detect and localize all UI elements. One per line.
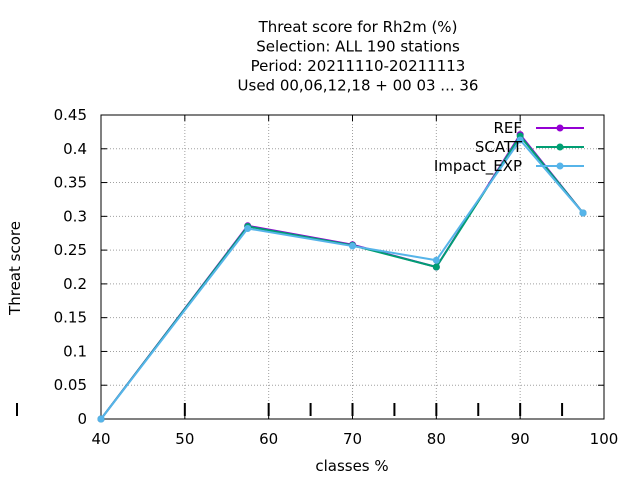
- y-tick-label: 0.1: [63, 342, 87, 360]
- title-line: Threat score for Rh2m (%): [258, 18, 458, 36]
- y-tick-label: 0.3: [63, 207, 87, 225]
- axis-ticks: 40 50 60 70 80 90 100 0 0.05 0.1 0.15 0.2 0.25 0.3 0.3…: [16, 106, 619, 448]
- y-tick-label: 0: [77, 410, 87, 428]
- legend-label: Impact_EXP: [434, 157, 522, 176]
- data-point: [244, 224, 252, 232]
- grid-lines: [101, 115, 604, 419]
- data-point: [579, 209, 587, 217]
- series-line: [100, 133, 584, 420]
- legend-swatch-marker: [556, 124, 564, 132]
- y-axis-label: Threat score: [6, 221, 24, 316]
- title-line: Period: 20211110-20211113: [251, 57, 466, 75]
- x-tick-label: 80: [427, 430, 446, 448]
- title-line: Used 00,06,12,18 + 00 03 ... 36: [238, 77, 479, 95]
- y-tick-label: 0.25: [54, 241, 87, 259]
- x-tick-label: 90: [511, 430, 530, 448]
- x-tick-label: 50: [175, 430, 194, 448]
- data-point: [516, 136, 524, 144]
- data-point: [432, 263, 440, 271]
- x-tick-label: 70: [343, 430, 362, 448]
- series-line: [100, 138, 584, 420]
- legend-label: SCATT: [475, 138, 523, 156]
- legend-label: REF: [493, 119, 522, 137]
- data-point: [349, 242, 356, 250]
- x-axis-label: classes %: [315, 457, 388, 475]
- title-line: Selection: ALL 190 stations: [256, 38, 460, 56]
- x-tick-label: 100: [590, 430, 619, 448]
- data-point: [97, 415, 105, 423]
- y-tick-label: 0.2: [63, 275, 87, 293]
- y-tick-label: 0.05: [54, 376, 87, 394]
- series-line: [100, 134, 584, 420]
- legend-swatch-marker: [556, 162, 564, 170]
- y-tick-label: 0.35: [54, 174, 87, 192]
- data-series: [97, 131, 587, 423]
- y-tick-label: 0.4: [63, 140, 87, 158]
- chart-title: Threat score for Rh2m (%) Selection: ALL …: [238, 18, 479, 95]
- y-tick-label: 0.45: [54, 106, 87, 124]
- data-point: [432, 256, 440, 264]
- x-tick-label: 40: [91, 430, 110, 448]
- legend-swatch-marker: [556, 143, 564, 151]
- x-tick-label: 60: [259, 430, 278, 448]
- y-tick-label: 0.15: [54, 309, 87, 327]
